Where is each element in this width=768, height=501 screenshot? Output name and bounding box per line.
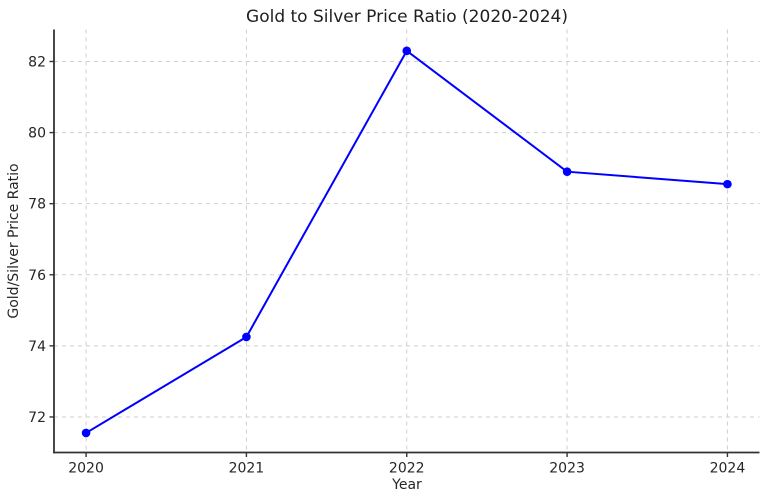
data-point	[562, 167, 572, 176]
data-point	[723, 179, 732, 189]
y-tick-label: 72	[28, 410, 46, 426]
data-point	[402, 46, 412, 56]
chart-title: Gold to Silver Price Ratio (2020-2024)	[246, 7, 568, 27]
data-point	[242, 332, 251, 342]
y-tick-label: 76	[28, 268, 46, 284]
y-tick-label: 78	[28, 197, 46, 213]
y-tick-label: 74	[28, 339, 46, 355]
y-tick-label: 82	[28, 54, 46, 70]
x-tick-label: 2021	[229, 461, 265, 477]
y-tick-label: 80	[28, 126, 46, 142]
y-axis-label: Gold/Silver Price Ratio	[6, 163, 22, 319]
x-tick-label: 2022	[389, 461, 425, 477]
x-axis-label: Year	[392, 477, 422, 493]
x-tick-label: 2020	[68, 461, 104, 477]
data-point	[81, 428, 91, 438]
x-tick-label: 2024	[710, 461, 746, 477]
x-tick-label: 2023	[549, 461, 585, 477]
